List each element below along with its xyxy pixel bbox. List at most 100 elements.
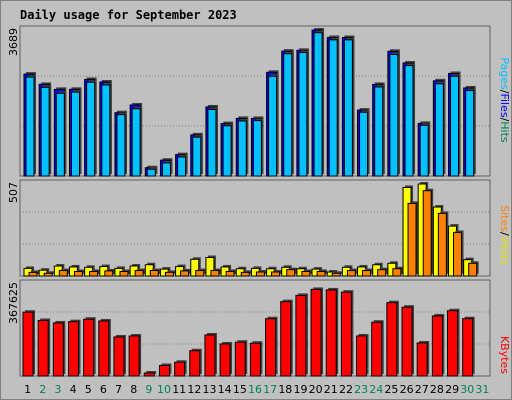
bar-pages — [268, 75, 278, 177]
chart-title: Daily usage for September 2023 — [20, 8, 237, 22]
x-tick-label: 26 — [400, 383, 414, 396]
legend-mid: Sites/Visits — [498, 205, 511, 265]
bar-sites — [210, 270, 220, 277]
bar-pages — [70, 91, 80, 177]
legend-kbytes: KBytes — [498, 336, 511, 374]
bar-pages — [192, 136, 202, 177]
bar-sites — [407, 202, 417, 277]
bar-kbytes — [371, 321, 383, 377]
bar-pages — [177, 156, 187, 177]
x-tick-label: 6 — [100, 383, 107, 396]
bar-sites — [392, 268, 402, 277]
bar-kbytes — [113, 336, 125, 377]
bar-pages — [328, 39, 338, 177]
bar-kbytes — [98, 320, 110, 377]
x-tick-label: 17 — [263, 383, 277, 396]
bar-kbytes — [204, 334, 216, 377]
bar-sites — [301, 270, 311, 277]
bar-kbytes — [416, 342, 428, 377]
x-tick-label: 15 — [233, 383, 247, 396]
bar-kbytes — [83, 318, 95, 377]
bar-kbytes — [22, 311, 34, 377]
legend-bottom: KBytes — [498, 336, 511, 374]
x-tick-label: 11 — [172, 383, 186, 396]
x-tick-label: 9 — [145, 383, 152, 396]
bar-pages — [40, 86, 50, 177]
bar-pages — [207, 109, 217, 177]
bar-pages — [161, 162, 171, 177]
chart-bars — [22, 28, 479, 377]
x-tick-label: 20 — [309, 383, 323, 396]
x-tick-label: 7 — [115, 383, 122, 396]
top-max-label: 3689 — [7, 28, 20, 56]
bar-kbytes — [52, 322, 64, 377]
x-tick-label: 12 — [187, 383, 201, 396]
x-tick-label: 3 — [54, 383, 61, 396]
bar-pages — [404, 65, 414, 177]
bar-sites — [164, 271, 174, 277]
bar-pages — [116, 114, 126, 177]
bar-sites — [437, 212, 447, 277]
bar-kbytes — [386, 302, 398, 377]
x-axis-labels: 1 2 3 4 5 6 7 8 9 10 11 12 13 14 15 16 17 18 19 20 21 22 23 24 2… — [24, 383, 489, 396]
bar-pages — [419, 124, 429, 177]
bar-sites — [180, 270, 190, 277]
bar-pages — [101, 84, 111, 177]
bar-sites — [149, 270, 159, 277]
bar-kbytes — [249, 342, 261, 377]
bar-kbytes — [219, 343, 231, 377]
bar-sites — [286, 269, 296, 277]
x-tick-label: 31 — [475, 383, 489, 396]
bar-pages — [222, 125, 232, 177]
bar-sites — [58, 270, 68, 277]
x-tick-label: 24 — [369, 383, 383, 396]
legend-files: Files — [498, 93, 511, 117]
bar-pages — [131, 108, 141, 177]
bar-sites — [255, 271, 265, 277]
x-tick-label: 13 — [203, 383, 217, 396]
legend-sep: / — [498, 90, 511, 94]
bar-kbytes — [128, 335, 140, 377]
x-tick-label: 10 — [157, 383, 171, 396]
bar-sites — [331, 272, 341, 277]
bar-kbytes — [189, 350, 201, 377]
bar-sites — [271, 271, 281, 277]
x-tick-label: 30 — [460, 383, 474, 396]
legend-pages: Pages — [498, 57, 511, 90]
bar-sites — [28, 271, 38, 277]
bar-sites — [134, 270, 144, 277]
bar-sites — [119, 270, 129, 277]
bar-kbytes — [401, 306, 413, 377]
bar-kbytes — [447, 310, 459, 377]
x-tick-label: 16 — [248, 383, 262, 396]
x-tick-label: 18 — [278, 383, 292, 396]
bar-kbytes — [462, 318, 474, 377]
legend-visits: Visits — [498, 236, 511, 265]
bar-sites — [362, 270, 372, 277]
bar-kbytes — [143, 372, 155, 377]
legend-hits: Hits — [498, 121, 511, 143]
bar-kbytes — [174, 361, 186, 377]
x-tick-label: 19 — [293, 383, 307, 396]
bar-kbytes — [158, 364, 170, 377]
x-tick-label: 5 — [85, 383, 92, 396]
x-tick-label: 4 — [70, 383, 77, 396]
bar-kbytes — [310, 288, 322, 377]
bar-kbytes — [325, 289, 337, 377]
bar-kbytes — [356, 335, 368, 377]
x-tick-label: 28 — [430, 383, 444, 396]
bar-pages — [252, 120, 262, 177]
bar-sites — [422, 190, 432, 277]
legend-sites: Sites — [498, 205, 511, 232]
bar-sites — [346, 270, 356, 277]
mid-max-label: 507 — [7, 182, 20, 203]
bar-sites — [43, 272, 53, 277]
bar-kbytes — [37, 319, 49, 377]
bar-sites — [89, 270, 99, 277]
bar-sites-shadow — [334, 271, 343, 274]
bar-pages — [237, 120, 247, 177]
x-tick-label: 29 — [445, 383, 459, 396]
x-tick-label: 23 — [354, 383, 368, 396]
bar-pages — [313, 32, 323, 177]
